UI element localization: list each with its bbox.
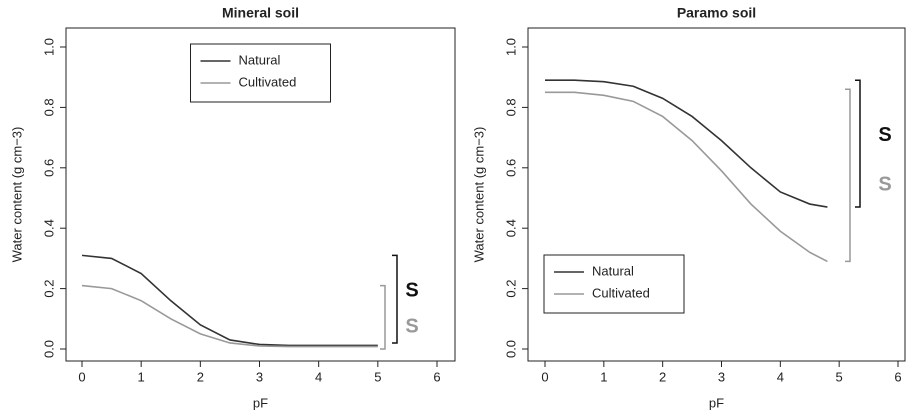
y-tick-label: 1.0 (41, 38, 56, 56)
x-tick-label: 5 (374, 369, 381, 384)
range-label: S (405, 316, 418, 338)
x-tick-label: 1 (138, 369, 145, 384)
y-tick-label: 0.4 (503, 219, 518, 237)
data-line (81, 284, 378, 348)
y-tick-label: 0.6 (41, 159, 56, 177)
legend-label: Cultivated (592, 285, 650, 300)
x-tick-label: 2 (197, 369, 204, 384)
range-bracket (380, 284, 386, 350)
y-tick-label: 0.4 (41, 219, 56, 237)
x-tick-label: 0 (541, 369, 548, 384)
x-tick-label: 2 (659, 369, 666, 384)
range-label: S (878, 124, 891, 146)
x-tick-label: 3 (256, 369, 263, 384)
x-tick-label: 4 (315, 369, 322, 384)
data-line (545, 79, 828, 208)
range-bracket (855, 79, 861, 208)
x-tick-label: 3 (718, 369, 725, 384)
x-tick-label: 6 (894, 369, 901, 384)
y-tick-label: 0.0 (41, 340, 56, 358)
legend-box (543, 254, 685, 314)
range-label: S (405, 279, 418, 301)
data-line (545, 91, 828, 263)
range-label: S (878, 174, 891, 196)
legend-label: Natural (239, 52, 281, 67)
x-axis-label: pF (253, 395, 268, 410)
y-tick-label: 0.2 (41, 280, 56, 298)
y-axis-label: Water content (g cm−3) (9, 127, 24, 263)
legend-label: Natural (592, 263, 634, 278)
x-tick-label: 0 (78, 369, 85, 384)
range-bracket (392, 254, 398, 344)
x-tick-label: 1 (600, 369, 607, 384)
x-tick-label: 4 (777, 369, 784, 384)
x-axis-label: pF (709, 395, 724, 410)
legend-label: Cultivated (239, 74, 297, 89)
range-bracket (845, 88, 851, 263)
y-tick-label: 0.6 (503, 159, 518, 177)
y-tick-label: 0.2 (503, 280, 518, 298)
x-tick-label: 6 (433, 369, 440, 384)
legend-box (190, 43, 331, 103)
y-tick-label: 1.0 (503, 38, 518, 56)
chart-title: Mineral soil (222, 5, 299, 21)
data-line (81, 254, 378, 347)
y-tick-label: 0.8 (503, 98, 518, 116)
chart-title: Paramo soil (677, 5, 756, 21)
y-tick-label: 0.0 (503, 340, 518, 358)
x-tick-label: 5 (836, 369, 843, 384)
y-axis-label: Water content (g cm−3) (471, 127, 486, 263)
y-tick-label: 0.8 (41, 98, 56, 116)
